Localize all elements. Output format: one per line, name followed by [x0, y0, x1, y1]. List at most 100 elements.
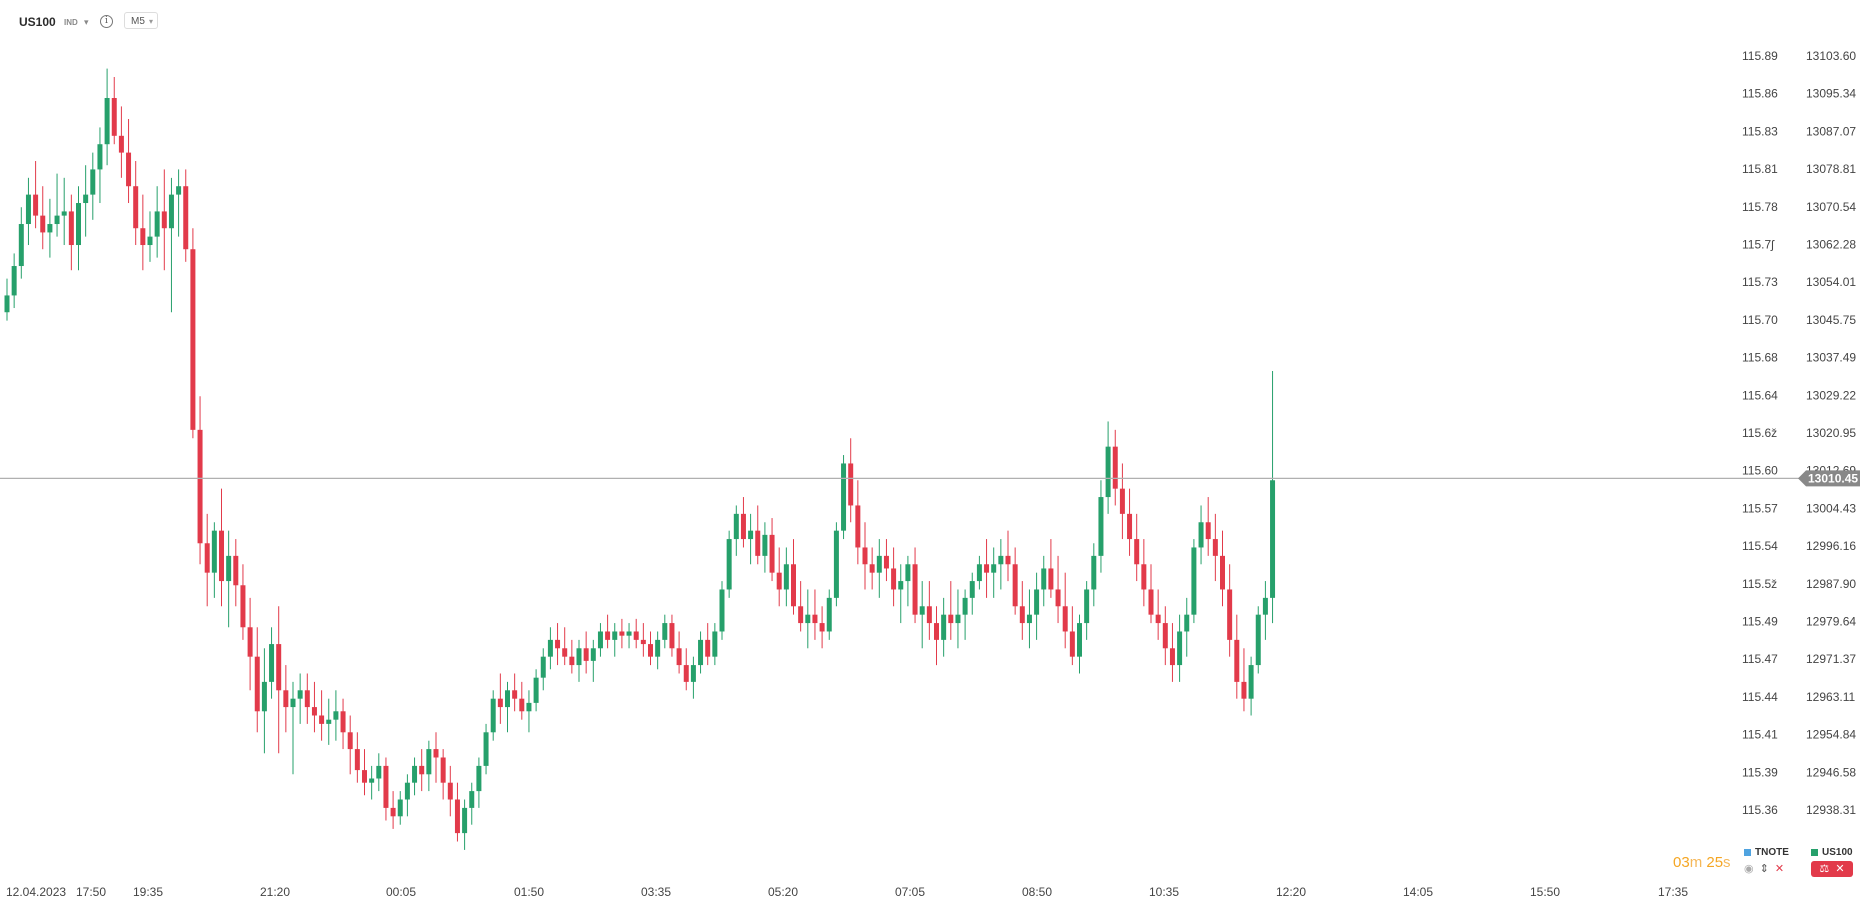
candle-body [1270, 480, 1276, 598]
candle-body [1177, 631, 1183, 666]
time-axis-tick-label: 17:50 [76, 885, 106, 899]
chevron-down-icon: ▾ [148, 17, 153, 26]
legend-tnote-label: TNOTE [1755, 847, 1789, 858]
candle-body [25, 194, 31, 225]
right-axis-tick-label: 13078.81 [1806, 162, 1856, 176]
time-axis-tick-label: 08:50 [1022, 885, 1052, 899]
candle-body [1155, 614, 1161, 624]
candle-body [440, 757, 446, 783]
candle-body [869, 564, 875, 573]
candle-body [812, 614, 818, 624]
candle-body [1205, 522, 1211, 540]
time-axis-tick-label: 07:05 [895, 885, 925, 899]
candle-body [934, 623, 939, 640]
right-axis-tick-label: 12971.37 [1806, 652, 1856, 666]
candle-body [690, 665, 696, 682]
candle-body [783, 564, 789, 590]
candle-body [762, 534, 768, 556]
candle-body [1169, 648, 1175, 666]
candle-body [90, 169, 96, 195]
candle-body [1019, 606, 1025, 624]
candle-body [397, 799, 403, 817]
candle-body [97, 144, 103, 170]
legend-us100-controls[interactable]: ⚖ ✕ [1811, 861, 1853, 877]
candle-body [648, 644, 653, 657]
candle-body [819, 623, 825, 632]
candle-body [755, 530, 761, 556]
candle-body [240, 585, 246, 628]
candle-body [826, 597, 832, 632]
candle-body [412, 765, 418, 783]
candle-body [261, 681, 267, 712]
close-icon[interactable]: ✕ [1774, 863, 1785, 875]
info-icon[interactable]: i [100, 15, 113, 28]
candle-body [1069, 631, 1075, 657]
candle-body [912, 564, 918, 615]
right-axis-tick-label: 13045.75 [1806, 313, 1856, 327]
symbol-label[interactable]: US100 [19, 15, 56, 29]
candle-body [433, 749, 439, 758]
candle-body [1034, 589, 1040, 615]
time-axis-tick-label: 00:05 [386, 885, 416, 899]
candle-body [705, 639, 711, 657]
candle-body [4, 295, 10, 313]
candle-body [998, 555, 1004, 565]
candle-body [347, 732, 353, 750]
candles-layer [4, 68, 1276, 850]
candle-body [154, 211, 160, 237]
candle-body [712, 631, 718, 657]
candle-body [304, 690, 310, 708]
candle-body [1162, 623, 1168, 649]
candle-body [1134, 539, 1140, 565]
left-axis-tick-label: 115.89 [1742, 49, 1778, 63]
candle-body [848, 463, 854, 506]
candle-body [104, 98, 110, 145]
candle-body [83, 194, 89, 204]
candle-body [526, 702, 532, 712]
candle-body [404, 782, 410, 800]
sort-arrows-icon[interactable]: ⇕ [1759, 863, 1769, 875]
left-axis: 115.89 115.86 115.83 115.81 115.78 115.7ʃ 115.… [1742, 49, 1778, 817]
legend-tnote[interactable]: TNOTE [1744, 847, 1789, 858]
candle-body [619, 631, 625, 636]
candle-body [1055, 589, 1061, 607]
candle-body [111, 98, 117, 136]
eye-icon[interactable]: ◉ [1744, 863, 1754, 875]
candle-body [362, 770, 367, 783]
right-axis-tick-label: 13087.07 [1806, 124, 1856, 138]
candle-body [948, 614, 954, 624]
candle-body [769, 534, 775, 573]
candle-body [969, 581, 975, 598]
candle-body [1262, 597, 1268, 615]
scale-icon[interactable]: ⚖ [1819, 863, 1830, 875]
chevron-down-icon[interactable]: ▾ [84, 17, 89, 27]
candle-body [1105, 446, 1111, 498]
candle-body [319, 715, 325, 724]
candle-body [547, 639, 553, 657]
candle-body [297, 690, 303, 699]
candle-body [1127, 513, 1133, 540]
candle-body [540, 656, 546, 678]
candle-body [1148, 589, 1154, 615]
candle-body [161, 211, 167, 229]
time-axis-tick-label: 10:35 [1149, 885, 1179, 899]
left-axis-tick-label: 115.73 [1742, 275, 1778, 289]
candle-body [226, 555, 232, 582]
candle-body [497, 698, 503, 708]
timeframe-select[interactable]: M5 ▾ [124, 12, 158, 29]
candle-body [605, 631, 611, 640]
close-icon[interactable]: ✕ [1835, 863, 1845, 875]
candle-body [655, 639, 661, 657]
candle-body [247, 627, 253, 657]
candle-body [354, 749, 360, 771]
legend-us100[interactable]: US100 [1811, 847, 1853, 858]
left-axis-tick-label: 115.60 [1742, 464, 1778, 478]
right-axis-tick-label: 13029.22 [1806, 388, 1856, 402]
candle-body [476, 765, 482, 792]
candle-body [941, 614, 947, 640]
market-type-label: IND [64, 18, 78, 27]
candle-body [898, 581, 904, 590]
candle-body [419, 765, 425, 775]
candle-body [40, 215, 46, 233]
